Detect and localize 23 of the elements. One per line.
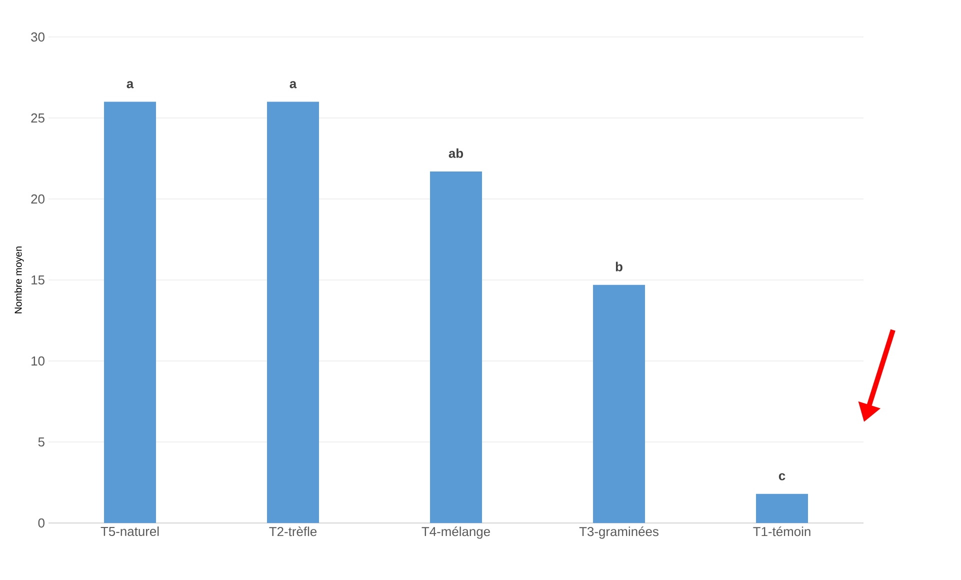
x-tick-label: T1-témoin	[753, 526, 810, 536]
y-axis-title: Nombre moyen	[14, 246, 24, 314]
y-tick-label: 20	[31, 194, 44, 204]
annotation: b	[616, 262, 622, 272]
annotation: a	[290, 81, 297, 88]
y-tick-label: 15	[32, 275, 44, 284]
bar	[756, 494, 808, 523]
bar	[267, 102, 320, 523]
y-tick-label: 25	[31, 113, 44, 123]
x-tick-label: T4-mélange	[422, 526, 490, 539]
x-tick-label: T3-graminées	[579, 526, 658, 539]
bar	[430, 171, 482, 523]
y-tick-label: 5	[38, 437, 44, 446]
annotation: a	[126, 81, 134, 88]
y-tick-label: 30	[31, 32, 44, 42]
annotation: c	[778, 473, 786, 480]
annotation: ab	[448, 148, 464, 158]
bar	[104, 102, 156, 523]
x-tick-label: T2-trèfle	[269, 526, 317, 536]
y-tick-label: 0	[38, 518, 44, 528]
bar	[593, 284, 646, 523]
y-tick-label: 10	[32, 356, 44, 366]
x-tick-label: T5-naturel	[100, 526, 159, 536]
